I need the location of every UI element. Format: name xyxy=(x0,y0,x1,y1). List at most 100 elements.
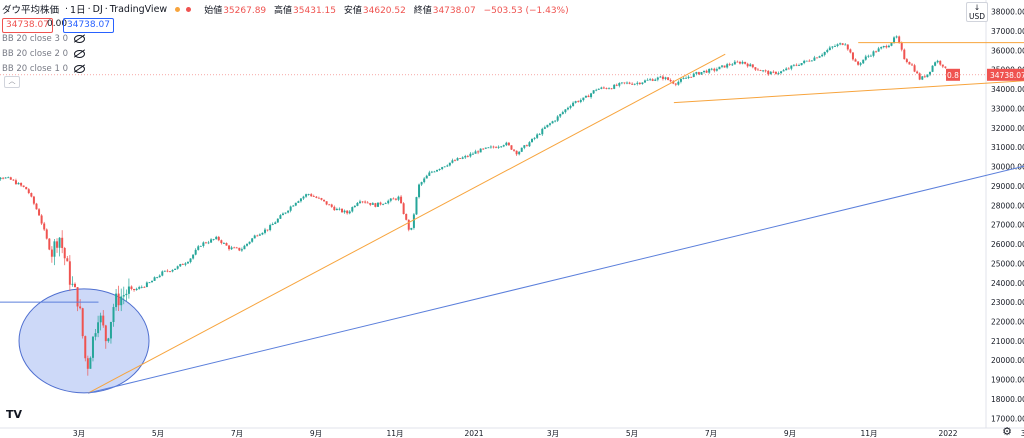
candle-body xyxy=(618,83,621,86)
candle-body xyxy=(682,78,685,79)
candle-body xyxy=(317,197,320,199)
candle-body xyxy=(818,56,821,58)
candle-body xyxy=(623,82,626,84)
candle-body xyxy=(941,64,944,67)
candle-body xyxy=(0,177,2,180)
candle-body xyxy=(900,42,903,50)
candle-body xyxy=(916,71,919,74)
candle-body xyxy=(351,207,354,212)
candle-body xyxy=(56,241,59,248)
candle-body xyxy=(893,37,896,43)
candle-body xyxy=(708,68,711,73)
candle-body xyxy=(251,238,254,242)
candle-body xyxy=(61,237,64,249)
candle-body xyxy=(816,57,819,59)
candle-body xyxy=(769,71,772,75)
candle-body xyxy=(903,49,906,60)
spread-label: 0.00 xyxy=(47,19,68,29)
candle-body xyxy=(466,156,469,157)
candle-body xyxy=(397,196,400,200)
candle-body xyxy=(880,47,883,49)
x-tick-label: 2022 xyxy=(938,429,957,438)
x-tick-label: 5月 xyxy=(152,429,164,438)
candle-body xyxy=(885,46,888,48)
candle-body xyxy=(315,196,318,198)
candle-body xyxy=(726,64,729,68)
candle-body xyxy=(161,271,164,276)
candle-body xyxy=(68,261,71,285)
candle-body xyxy=(228,245,231,250)
candle-body xyxy=(387,200,390,204)
candle-body xyxy=(780,71,783,74)
tradingview-logo-icon[interactable]: TV xyxy=(6,408,23,421)
candle-body xyxy=(274,222,277,225)
candle-body xyxy=(246,243,249,246)
candle-body xyxy=(590,93,593,98)
candle-body xyxy=(138,287,141,289)
hidden-eye-icon[interactable] xyxy=(74,35,85,43)
candle-body xyxy=(341,208,344,213)
candle-body xyxy=(484,147,487,149)
candle-body xyxy=(859,63,862,65)
candle-body xyxy=(22,185,25,187)
candle-body xyxy=(525,145,528,147)
candle-body xyxy=(212,239,215,240)
candle-body xyxy=(333,206,336,211)
buy-price-button[interactable]: 34738.07 xyxy=(63,18,114,33)
indicator-row-bb2[interactable]: BB 20 close 2 0 xyxy=(2,49,85,59)
candle-body xyxy=(582,97,585,101)
collapse-indicators-icon[interactable]: ︿ xyxy=(4,76,20,88)
candle-body xyxy=(310,194,313,197)
candle-body xyxy=(230,247,233,250)
hidden-eye-icon[interactable] xyxy=(74,65,85,73)
candle-body xyxy=(253,235,256,239)
candle-body xyxy=(156,277,159,278)
candle-body xyxy=(895,36,898,38)
candle-body xyxy=(192,254,195,259)
x-tick-label: 7月 xyxy=(705,429,717,438)
indicator-row-bb1[interactable]: BB 20 close 1 0 xyxy=(2,64,85,74)
candle-body xyxy=(605,87,608,89)
candle-body xyxy=(30,193,33,197)
candle-body xyxy=(145,282,148,288)
candle-body xyxy=(94,333,97,337)
candle-body xyxy=(674,83,677,85)
candle-body xyxy=(749,64,752,67)
candle-body xyxy=(361,201,364,203)
y-tick-label: 27000.00 xyxy=(991,221,1024,230)
indicator-row-bb3[interactable]: BB 20 close 3 0 xyxy=(2,34,85,44)
candle-body xyxy=(695,72,698,74)
candle-body xyxy=(104,325,107,342)
currency-selector[interactable]: ↓ USD xyxy=(966,2,988,22)
sell-price-button[interactable]: 34738.07 xyxy=(2,18,53,33)
candle-body xyxy=(736,61,739,63)
y-tick-label: 26000.00 xyxy=(991,240,1024,249)
settings-gear-icon[interactable]: ⚙ xyxy=(1002,425,1012,438)
y-tick-label: 24000.00 xyxy=(991,279,1024,288)
hidden-eye-icon[interactable] xyxy=(74,50,85,58)
candle-body xyxy=(577,101,580,102)
candle-body xyxy=(926,74,929,78)
market-status-dot xyxy=(175,6,181,12)
candle-body xyxy=(148,282,151,284)
candle-body xyxy=(328,204,331,206)
interval-label[interactable]: 1日 xyxy=(70,5,86,16)
candle-body xyxy=(194,249,197,255)
candle-body xyxy=(248,241,251,244)
candle-body xyxy=(312,196,315,197)
candle-body xyxy=(777,73,780,74)
candle-body xyxy=(507,142,510,146)
candle-body xyxy=(513,149,516,151)
candle-body xyxy=(643,80,646,83)
candle-body xyxy=(574,101,577,103)
y-tick-label: 29000.00 xyxy=(991,182,1024,191)
candle-body xyxy=(430,171,433,173)
candle-body xyxy=(867,55,870,57)
candle-body xyxy=(890,42,893,46)
candle-body xyxy=(261,232,264,235)
candle-body xyxy=(697,72,700,75)
symbol-name[interactable]: ダウ平均株価 xyxy=(2,5,60,16)
candle-body xyxy=(168,271,171,273)
candle-body xyxy=(551,121,554,124)
